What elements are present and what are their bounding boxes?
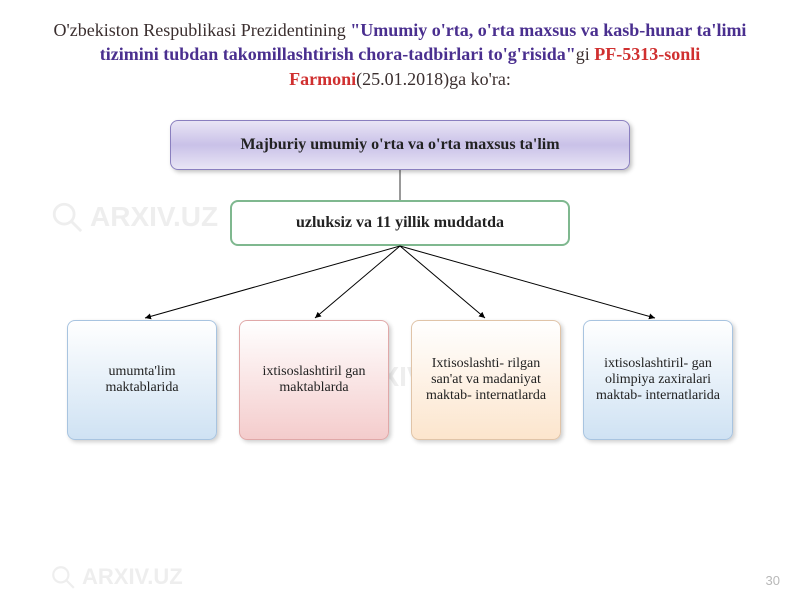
leaf-node: Ixtisoslashti- rilgan san'at va madaniya…	[411, 320, 561, 440]
leaf-node: ixtisoslashtiril- gan olimpiya zaxiralar…	[583, 320, 733, 440]
watermark-text: ARXIV.UZ	[82, 564, 183, 590]
top-node: Majburiy umumiy o'rta va o'rta maxsus ta…	[170, 120, 630, 170]
leaf-row: umumta'lim maktablarida ixtisoslashtiril…	[0, 320, 800, 440]
leaf-label: Ixtisoslashti- rilgan san'at va madaniya…	[420, 356, 552, 404]
page-number: 30	[766, 573, 780, 588]
leaf-node: umumta'lim maktablarida	[67, 320, 217, 440]
connector-vertical	[400, 170, 401, 200]
title-part1: O'zbekiston Respublikasi Prezidentining	[54, 20, 351, 40]
title-part5: (25.01.2018)ga ko'ra:	[356, 69, 511, 89]
title-part3: gi	[576, 44, 595, 64]
leaf-node: ixtisoslashtiril gan maktablarda	[239, 320, 389, 440]
watermark: ARXIV.UZ	[50, 200, 218, 234]
leaf-label: ixtisoslashtiril gan maktablarda	[248, 364, 380, 396]
mid-node: uzluksiz va 11 yillik muddatda	[230, 200, 570, 246]
top-node-label: Majburiy umumiy o'rta va o'rta maxsus ta…	[240, 136, 559, 154]
leaf-label: umumta'lim maktablarida	[76, 364, 208, 396]
watermark-text: ARXIV.UZ	[90, 201, 218, 233]
page-title: O'zbekiston Respublikasi Prezidentining …	[0, 0, 800, 91]
leaf-label: ixtisoslashtiril- gan olimpiya zaxiralar…	[592, 356, 724, 404]
mid-node-label: uzluksiz va 11 yillik muddatda	[296, 214, 504, 232]
watermark: ARXIV.UZ	[50, 564, 183, 590]
